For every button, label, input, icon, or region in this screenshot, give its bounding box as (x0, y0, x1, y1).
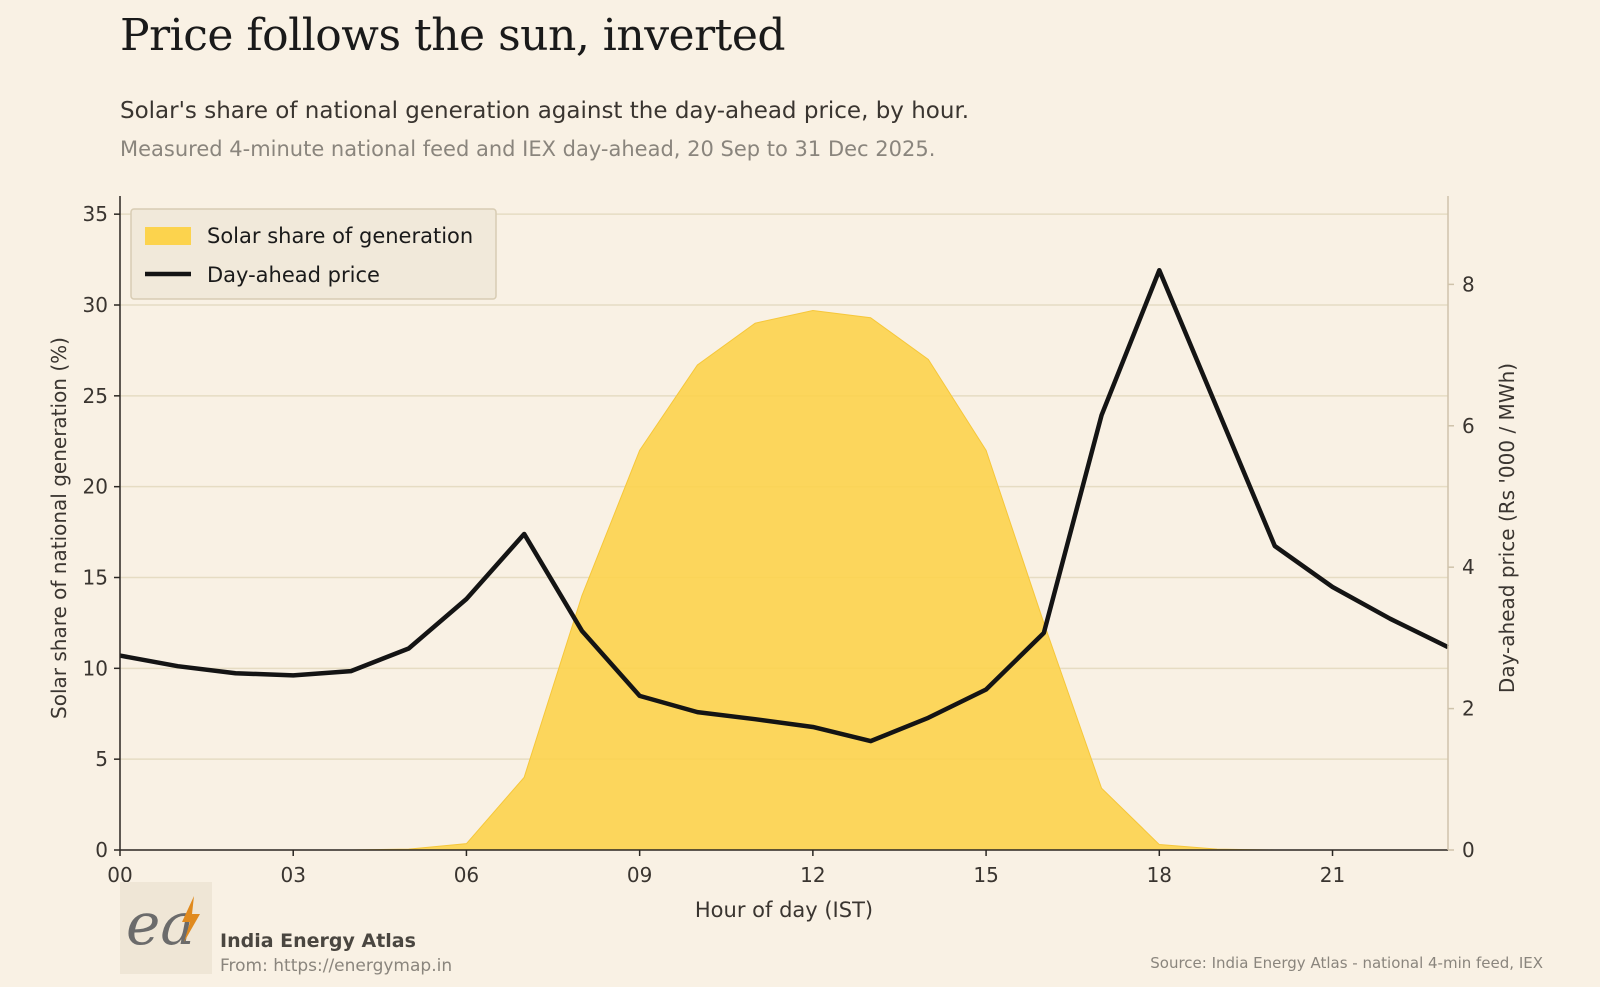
brand-logo: ea (120, 882, 212, 974)
x-axis-label: Hour of day (IST) (695, 898, 873, 922)
svg-text:ea: ea (126, 890, 195, 958)
y-tick-label: 0 (95, 838, 108, 862)
legend-label-price: Day-ahead price (207, 263, 380, 287)
y-tick-label: 5 (95, 747, 108, 771)
x-tick-label: 03 (280, 863, 305, 887)
y-tick-label: 10 (83, 656, 108, 680)
y2-tick-label: 8 (1462, 272, 1475, 296)
chart-subtitle: Solar's share of national generation aga… (120, 98, 970, 124)
legend-box (130, 208, 497, 300)
x-tick-label: 18 (1147, 863, 1172, 887)
y-axis-label: Solar share of national generation (%) (47, 337, 71, 719)
legend-swatch-solar (145, 227, 191, 245)
source-note: Source: India Energy Atlas - national 4-… (1150, 954, 1543, 972)
price-line (119, 267, 1449, 744)
y-tick-label: 35 (83, 202, 108, 226)
x-tick-label: 06 (454, 863, 479, 887)
y-tick-label: 25 (83, 384, 108, 408)
y-tick-label: 15 (83, 566, 108, 590)
y2-tick-label: 6 (1462, 414, 1475, 438)
y-tick-label: 30 (83, 293, 108, 317)
x-tick-label: 15 (973, 863, 998, 887)
legend-label-solar: Solar share of generation (207, 224, 473, 248)
y2-tick-label: 2 (1462, 697, 1475, 721)
chart-title: Price follows the sun, inverted (120, 10, 786, 61)
solar-share-area (120, 309, 1448, 851)
chart-note: Measured 4-minute national feed and IEX … (120, 137, 936, 161)
y-tick-label: 20 (83, 475, 108, 499)
x-tick-label: 12 (800, 863, 825, 887)
y2-tick-label: 4 (1462, 555, 1475, 579)
ea-logo-icon: ea (126, 890, 200, 958)
brand-name: India Energy Atlas (220, 930, 416, 952)
y2-axis-label: Day-ahead price (Rs '000 / MWh) (1495, 363, 1519, 693)
x-tick-label: 21 (1320, 863, 1345, 887)
brand-url[interactable]: From: https://energymap.in (220, 956, 453, 976)
y2-tick-label: 0 (1462, 838, 1475, 862)
x-tick-label: 09 (627, 863, 652, 887)
